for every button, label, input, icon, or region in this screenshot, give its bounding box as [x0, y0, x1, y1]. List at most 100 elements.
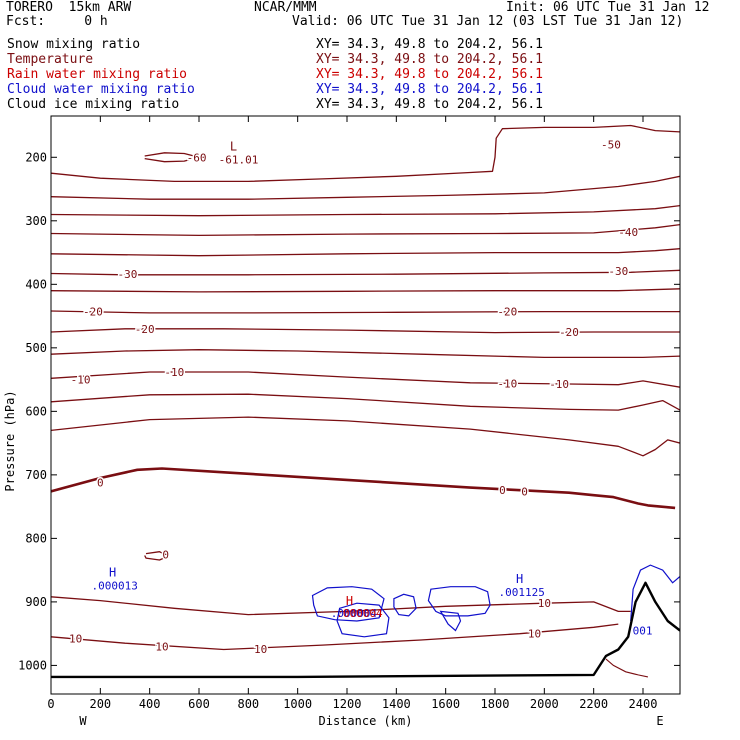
x-tick-label: 200 [89, 697, 111, 711]
y-tick-label: 400 [25, 277, 47, 291]
contour-label: -20 [135, 323, 155, 336]
legend-label: Rain water mixing ratio [7, 67, 187, 82]
x-tick-label: 2400 [629, 697, 658, 711]
y-axis-label: Pressure (hPa) [3, 390, 17, 491]
cloud-water-max-marker: H [109, 565, 116, 579]
cloud-water-max-marker: H [516, 572, 523, 586]
x-axis-label: Distance (km) [319, 714, 413, 728]
temperature-contour [51, 204, 680, 217]
rain-max-value: .000004 [336, 607, 383, 620]
x-tick-label: 1400 [382, 697, 411, 711]
contour-label: 0 [162, 548, 169, 561]
legend-xy: XY= 34.3, 49.8 to 204.2, 56.1 [316, 82, 543, 97]
center-title: NCAR/MMM [254, 0, 317, 15]
temperature-contour [51, 310, 680, 314]
x-tick-label: 1600 [431, 697, 460, 711]
valid-time: Valid: 06 UTC Tue 31 Jan 12 (03 LST Tue … [292, 14, 684, 29]
cloud-water-overlap-value: .000004 [331, 607, 378, 620]
contour-label: -10 [164, 366, 184, 379]
temperature-contour [144, 551, 169, 561]
axes: 0 200 400 600 800 1000 1200 1400 1600 1800 2000 220… [3, 115, 681, 728]
low-value: -61.01 [219, 153, 259, 166]
plot-frame [50, 115, 681, 695]
contour-label: -60 [187, 151, 207, 164]
x-tick-label: 600 [188, 697, 210, 711]
legend-label: Snow mixing ratio [7, 37, 140, 52]
contour-label: 10 [538, 597, 551, 610]
legend-xy: XY= 34.3, 49.8 to 204.2, 56.1 [316, 37, 543, 52]
y-tick-label: 300 [25, 214, 47, 228]
low-marker: L [230, 139, 237, 153]
forecast-hour: Fcst: 0 h [6, 14, 108, 29]
temperature-contour [51, 223, 680, 237]
temperature-contour [51, 269, 680, 276]
contour-label: 10 [528, 628, 541, 641]
contour-label: -30 [608, 265, 628, 278]
y-tick-label: 1000 [18, 658, 47, 672]
contour-label: -30 [118, 268, 138, 281]
cloud-water-contour [393, 593, 417, 617]
y-tick-label: 500 [25, 341, 47, 355]
contour-label: -20 [559, 326, 579, 339]
cloud-water-contour [427, 586, 491, 617]
x-tick-label: 2200 [579, 697, 608, 711]
cloud-water-max-value: .000013 [91, 579, 137, 592]
cloud-water-contour [630, 564, 680, 622]
x-tick-label: 0 [47, 697, 54, 711]
legend-xy: XY= 34.3, 49.8 to 204.2, 56.1 [316, 97, 543, 112]
y-tick-label: 800 [25, 531, 47, 545]
contour-label: 10 [254, 643, 267, 656]
legend-label: Temperature [7, 52, 93, 67]
contour-label: -50 [601, 139, 621, 152]
contour-label: 0 [499, 484, 506, 497]
legend-label: Cloud water mixing ratio [7, 82, 195, 97]
legend-xy: XY= 34.3, 49.8 to 204.2, 56.1 [316, 67, 543, 82]
y-tick-label: 200 [25, 150, 47, 164]
x-tick-label: 400 [139, 697, 161, 711]
cloud-water-contour [336, 602, 390, 638]
cloud-water-contour [311, 586, 385, 622]
temperature-contour [51, 175, 680, 200]
temperature-contour [51, 393, 680, 411]
terrain-contour-edge [605, 658, 649, 678]
contour-label: 0 [97, 476, 104, 489]
temperature-contour [51, 623, 619, 651]
contour-label: -10 [549, 378, 569, 391]
y-tick-label: 700 [25, 468, 47, 482]
temperature-contour [51, 349, 680, 359]
temperature-contour [51, 248, 680, 257]
model-title: TORERO 15km ARW [6, 0, 132, 15]
temperature-contour [51, 467, 676, 510]
y-tick-label: 600 [25, 404, 47, 418]
temperature-contour [51, 371, 680, 388]
temperature-contour [51, 124, 680, 183]
legend: Snow mixing ratio XY= 34.3, 49.8 to 204.2… [7, 37, 543, 112]
contour-label: -20 [497, 306, 517, 319]
legend-xy: XY= 34.3, 49.8 to 204.2, 56.1 [316, 52, 543, 67]
plot-area: -60 -50 -40 -30 -30 -20 -20 -20 -20 -10 -10 -10 -10 0… [51, 124, 680, 679]
x-tick-label: 1000 [283, 697, 312, 711]
x-tick-label: 1800 [481, 697, 510, 711]
temperature-contour [51, 328, 680, 334]
init-time: Init: 06 UTC Tue 31 Jan 12 [506, 0, 710, 15]
temperature-contour [51, 288, 680, 293]
contour-label: -20 [83, 306, 103, 319]
terrain-line [51, 581, 680, 679]
east-label: E [656, 714, 663, 728]
contour-label: 0 [521, 485, 528, 498]
snow-contour-value: .001 [626, 624, 653, 637]
temperature-contour [51, 416, 680, 457]
contour-label: -10 [71, 374, 91, 387]
contour-label: -40 [618, 226, 638, 239]
temperature-contour [144, 152, 200, 163]
contour-label: -10 [497, 377, 517, 390]
legend-label: Cloud ice mixing ratio [7, 97, 179, 112]
x-tick-label: 800 [237, 697, 259, 711]
contour-label: 10 [69, 633, 82, 646]
plot-content: -60 -50 -40 -30 -30 -20 -20 -20 -20 -10 -10 -10 -10 0… [51, 124, 680, 679]
west-label: W [79, 714, 87, 728]
x-tick-label: 2000 [530, 697, 559, 711]
cloud-water-contour [439, 610, 462, 632]
x-tick-label: 1200 [333, 697, 362, 711]
